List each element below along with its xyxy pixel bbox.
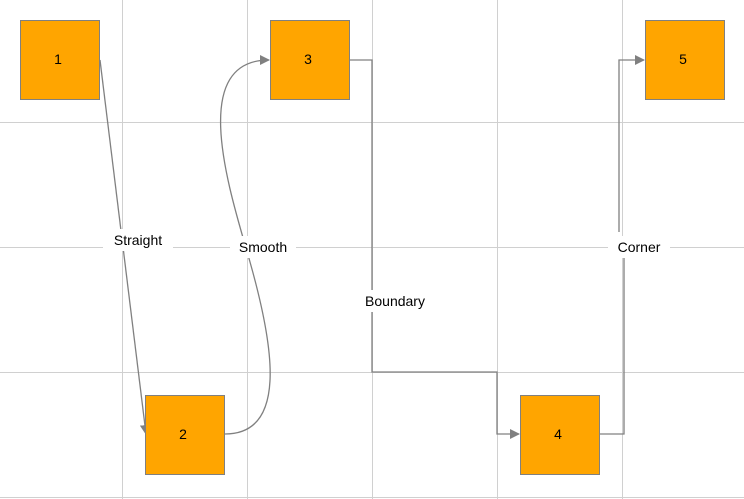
link-label-text: Straight <box>114 232 162 248</box>
node-3[interactable]: 3 <box>270 20 350 100</box>
node-label: 1 <box>54 51 62 67</box>
link-label-boundary: Boundary <box>358 290 432 312</box>
link-label-straight: Straight <box>103 229 173 251</box>
node-2[interactable]: 2 <box>145 395 225 475</box>
link-smooth[interactable] <box>219 55 271 435</box>
link-boundary[interactable] <box>350 59 520 439</box>
link-label-corner: Corner <box>608 236 670 258</box>
node-4[interactable]: 4 <box>520 395 600 475</box>
link-label-text: Corner <box>618 239 661 255</box>
link-label-text: Boundary <box>365 293 425 309</box>
node-label: 3 <box>304 51 312 67</box>
node-label: 5 <box>679 51 687 67</box>
node-label: 2 <box>179 426 187 442</box>
node-label: 4 <box>554 426 562 442</box>
link-corner[interactable] <box>600 60 644 435</box>
node-1[interactable]: 1 <box>20 20 100 100</box>
link-label-text: Smooth <box>239 239 287 255</box>
link-label-smooth: Smooth <box>230 236 296 258</box>
node-5[interactable]: 5 <box>645 20 725 100</box>
